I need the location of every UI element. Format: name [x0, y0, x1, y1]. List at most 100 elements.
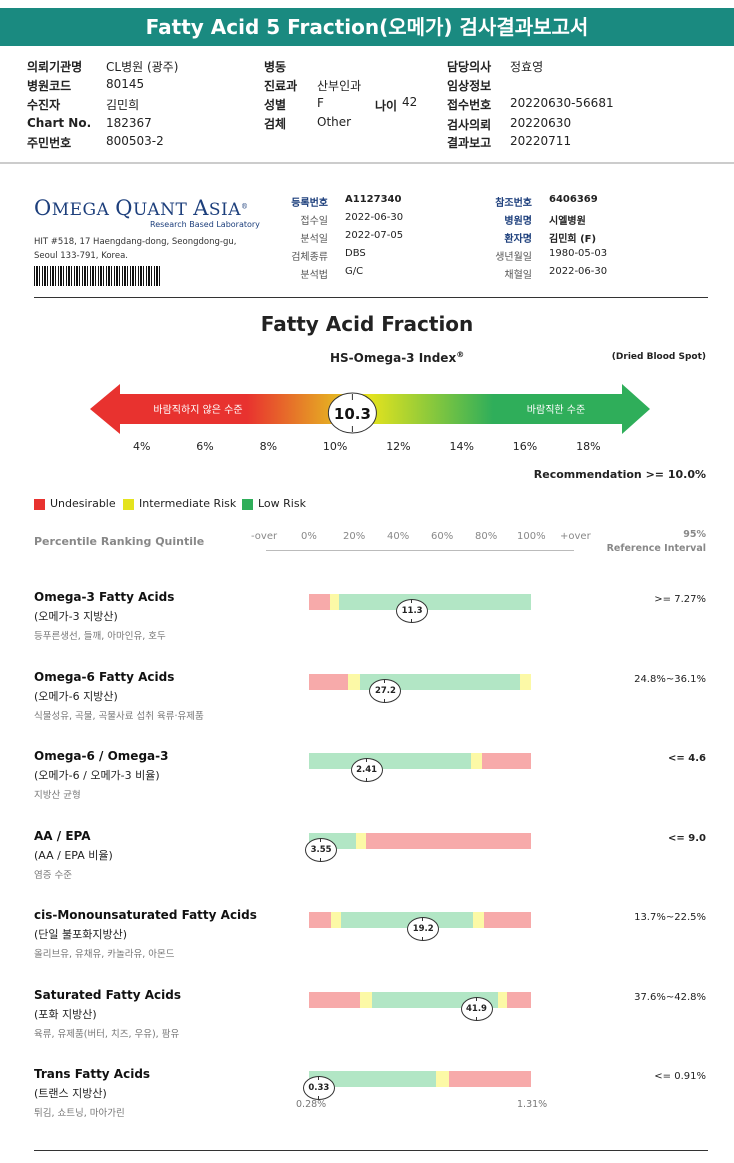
info-right-value-3: 1980-05-03 [549, 248, 608, 259]
row-description: 육류, 유제품(버터, 치즈, 우유), 팜유 [34, 1029, 180, 1040]
range-bar [309, 833, 531, 849]
scale-label-7: +over [560, 531, 591, 542]
row-description: 식물성유, 곡물, 곡물사료 섭취 육류·유제품 [34, 711, 204, 722]
range-segment-red [309, 594, 331, 610]
col3-value-0: 정효영 [510, 60, 544, 74]
arrow-value-marker: 10.3 [327, 392, 377, 434]
row-reference: >= 7.27% [654, 594, 706, 605]
range-segment-green [309, 753, 472, 769]
info-divider [34, 297, 708, 298]
range-segment-green [341, 912, 474, 928]
omega-quant-logo: OMEGA QUANT ASIA® [34, 196, 249, 220]
index-title: HS-Omega-3 Index® [330, 350, 465, 365]
info-right-value-2: 김민희 (F) [549, 234, 597, 245]
info-right-label-1: 병원명 [504, 216, 532, 227]
scale-label-1: 0% [301, 531, 317, 542]
range-segment-red [484, 912, 531, 928]
range-segment-red [309, 674, 348, 690]
col1-value-0: CL병원 (광주) [106, 60, 179, 74]
header-divider [0, 162, 734, 164]
col1-label-3: Chart No. [27, 116, 92, 130]
col1-label-4: 주민번호 [27, 136, 72, 150]
bottom-divider [34, 1150, 708, 1151]
row-subtitle: (오메가-6 / 오메가-3 비율) [34, 769, 160, 782]
scale-label-5: 80% [475, 531, 498, 542]
info-mid-value-2: 2022-07-05 [345, 230, 404, 241]
row-subtitle: (오메가-6 지방산) [34, 690, 118, 703]
legend-swatch-1 [123, 499, 134, 510]
arrow-left-text: 바람직하지 않은 수준 [153, 403, 242, 416]
lab-address-line1: HIT #518, 17 Haengdang-dong, Seongdong-g… [34, 237, 237, 247]
arrow-tick-3: 10% [322, 440, 348, 453]
omega3-index-arrow: 바람직하지 않은 수준 바람직한 수준 10.3 [90, 384, 650, 434]
col3-label-0: 담당의사 [447, 60, 492, 74]
row-name: Omega-6 Fatty Acids [34, 670, 175, 684]
col3-value-4: 20220711 [510, 134, 572, 148]
col2-value-2: F [317, 96, 324, 110]
logo-subtitle: Research Based Laboratory [150, 220, 260, 229]
info-mid-value-1: 2022-06-30 [345, 212, 404, 223]
sample-type: (Dried Blood Spot) [611, 352, 706, 362]
col1-value-3: 182367 [106, 116, 152, 130]
row-name: AA / EPA [34, 829, 91, 843]
col1-label-0: 의뢰기관명 [27, 60, 83, 74]
info-right-label-4: 채혈일 [504, 270, 532, 281]
info-mid-label-1: 접수일 [300, 216, 328, 227]
range-segment-yellow [331, 912, 342, 928]
info-mid-label-2: 분석일 [300, 234, 328, 245]
range-segment-yellow [497, 992, 507, 1008]
arrow-tick-7: 18% [576, 440, 601, 453]
col2-label-2: 성별 [264, 98, 287, 112]
col3-label-4: 결과보고 [447, 136, 492, 150]
value-marker: 0.33 [302, 1076, 335, 1100]
value-marker: 41.9 [460, 997, 493, 1021]
range-bar [309, 594, 531, 610]
col3-value-2: 20220630-56681 [510, 96, 614, 110]
row-name: Omega-6 / Omega-3 [34, 749, 169, 763]
row-description: 지방산 균형 [34, 790, 81, 801]
range-segment-yellow [330, 594, 339, 610]
value-marker: 19.2 [407, 917, 440, 941]
range-bar [309, 912, 531, 928]
row-reference: <= 4.6 [668, 753, 706, 764]
arrow-tick-5: 14% [449, 440, 474, 453]
arrow-tick-1: 6% [196, 440, 214, 453]
age-value: 42 [402, 95, 418, 109]
scale-label-0: -over [251, 531, 278, 542]
legend-swatch-2 [242, 499, 253, 510]
info-right-label-3: 생년월일 [495, 252, 532, 263]
row-reference: 37.6%~42.8% [634, 992, 706, 1003]
legend-swatch-0 [34, 499, 45, 510]
range-bar [309, 674, 531, 690]
range-start-label: 0.28% [296, 1099, 327, 1110]
legend-label-1: Intermediate Risk [139, 497, 237, 510]
range-segment-yellow [519, 674, 531, 690]
row-name: Saturated Fatty Acids [34, 988, 181, 1002]
range-end-label: 1.31% [517, 1099, 548, 1110]
row-description: 염증 수준 [34, 870, 72, 881]
value-marker: 2.41 [350, 758, 383, 782]
row-subtitle: (오메가-3 지방산) [34, 610, 118, 623]
lab-address-line2: Seoul 133-791, Korea. [34, 251, 128, 261]
reference-interval-header: 95% Reference Interval [606, 529, 706, 554]
col2-label-0: 병동 [264, 60, 287, 74]
col1-label-2: 수진자 [27, 98, 61, 112]
col2-value-3: Other [317, 115, 352, 129]
scale-label-6: 100% [517, 531, 546, 542]
row-subtitle: (AA / EPA 비율) [34, 849, 113, 862]
info-mid-value-4: G/C [345, 266, 364, 277]
range-segment-red [309, 992, 361, 1008]
scale-label-4: 60% [431, 531, 454, 542]
arrow-tick-4: 12% [386, 440, 411, 453]
info-mid-value-0: A1127340 [345, 194, 402, 205]
report-title: Fatty Acid 5 Fraction(오메가) 검사결과보고서 [0, 8, 734, 46]
arrow-value-text: 10.3 [334, 405, 371, 423]
info-mid-value-3: DBS [345, 248, 366, 259]
row-description: 튀김, 쇼트닝, 마아가린 [34, 1108, 125, 1119]
info-right-value-1: 시엘병원 [549, 216, 586, 227]
row-description: 올리브유, 유채유, 카놀라유, 아몬드 [34, 949, 175, 960]
info-mid-label-0: 등록번호 [291, 198, 328, 209]
info-right-label-2: 환자명 [504, 234, 532, 245]
range-segment-yellow [347, 674, 361, 690]
range-segment-red [482, 753, 531, 769]
